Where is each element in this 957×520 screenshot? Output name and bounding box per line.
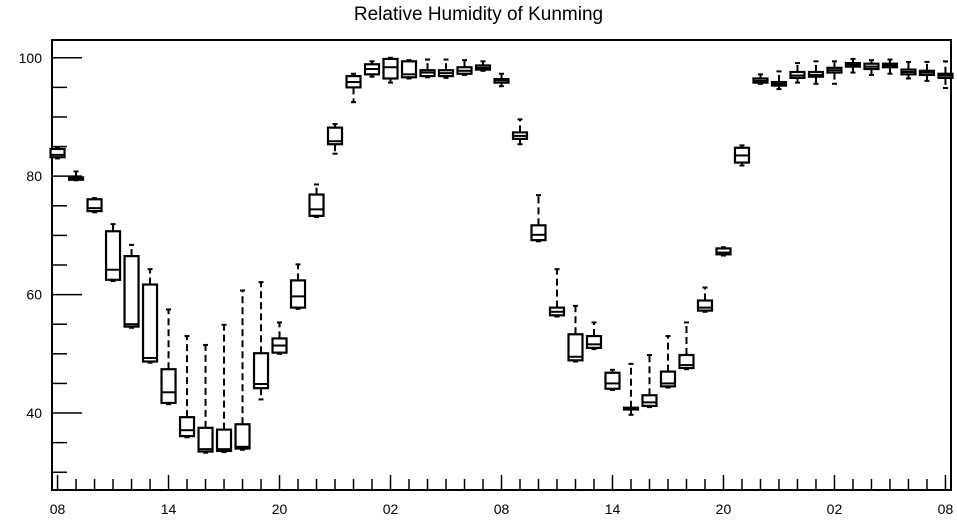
box-hour-2 <box>86 197 103 214</box>
box-hour-40 <box>789 62 806 84</box>
x-tick-label: 14 <box>605 501 621 517</box>
box-iqr <box>86 198 103 213</box>
box-iqr <box>234 423 251 450</box>
box-iqr <box>308 193 325 217</box>
box-hour-45 <box>881 58 899 75</box>
box-hour-34 <box>678 321 695 371</box>
box-hour-23 <box>474 60 492 72</box>
box-iqr <box>123 255 140 328</box>
box-iqr <box>326 126 344 146</box>
y-tick-label: 60 <box>26 287 42 303</box>
box-hour-15 <box>326 123 344 155</box>
y-tick-label: 100 <box>19 50 43 66</box>
box-hour-29 <box>585 321 603 351</box>
box-iqr <box>160 368 177 405</box>
box-iqr <box>715 247 732 256</box>
box-iqr <box>678 353 695 370</box>
box-hour-27 <box>548 268 566 318</box>
box-iqr <box>585 334 603 349</box>
x-tick-label: 08 <box>494 501 510 517</box>
box-iqr <box>104 230 122 281</box>
box-iqr <box>252 352 270 390</box>
box-hour-8 <box>197 343 214 454</box>
box-hour-6 <box>160 308 177 406</box>
box-hour-24 <box>493 72 510 88</box>
box-hour-5 <box>141 268 159 364</box>
box-hour-42 <box>826 60 843 85</box>
box-iqr <box>567 333 584 362</box>
x-tick-label: 14 <box>161 501 177 517</box>
x-tick-label: 02 <box>827 501 843 517</box>
box-iqr <box>530 224 547 242</box>
box-iqr <box>178 416 196 438</box>
box-hour-19 <box>400 59 418 80</box>
box-hour-43 <box>844 57 862 74</box>
chart-title: Relative Humidity of Kunming <box>353 4 604 25</box>
box-hour-21 <box>437 58 455 79</box>
box-hour-44 <box>863 59 880 76</box>
x-tick-label: 20 <box>272 501 288 517</box>
box-hour-17 <box>363 60 381 78</box>
box-hour-30 <box>604 368 621 391</box>
y-tick-label: 40 <box>26 405 42 421</box>
box-hour-7 <box>178 335 196 439</box>
box-hour-39 <box>770 70 788 91</box>
box-hour-47 <box>918 60 936 82</box>
x-axis: 08 14 20 02 08 14 20 02 08 <box>50 475 954 517</box>
box-hour-36 <box>715 246 732 257</box>
box-hour-41 <box>807 60 825 85</box>
box-hour-35 <box>696 286 714 313</box>
box-iqr <box>696 299 714 312</box>
box-hour-38 <box>752 73 769 85</box>
box-iqr <box>49 147 66 159</box>
box-hour-16 <box>345 72 362 104</box>
y-tick-label: 80 <box>26 168 42 184</box>
box-hour-32 <box>641 354 658 409</box>
box-iqr <box>141 283 159 363</box>
box-hour-3 <box>104 223 122 282</box>
box-hour-14 <box>308 183 325 219</box>
box-iqr <box>400 60 418 79</box>
box-hour-12 <box>271 321 288 355</box>
box-hour-25 <box>511 118 529 146</box>
box-hour-20 <box>419 58 436 79</box>
box-hour-28 <box>567 304 584 363</box>
x-tick-label: 20 <box>716 501 732 517</box>
box-hour-0 <box>49 146 66 160</box>
y-axis: 40 60 80 100 <box>19 50 82 473</box>
box-hour-10 <box>234 289 251 451</box>
box-iqr <box>289 279 307 309</box>
box-hour-26 <box>530 194 547 243</box>
box-hour-48 <box>937 60 954 89</box>
box-hour-1 <box>67 170 85 182</box>
box-hour-4 <box>123 243 140 329</box>
box-hour-46 <box>900 60 917 80</box>
box-hour-9 <box>215 323 233 454</box>
box-hour-11 <box>252 281 270 401</box>
box-iqr <box>215 428 233 453</box>
box-hour-13 <box>289 263 307 310</box>
x-tick-label: 08 <box>50 501 66 517</box>
box-hour-37 <box>733 144 751 167</box>
box-series <box>49 56 954 454</box>
box-hour-33 <box>659 335 677 389</box>
box-iqr <box>382 57 399 80</box>
box-iqr <box>604 371 621 390</box>
box-hour-22 <box>456 59 473 76</box>
x-tick-label: 02 <box>383 501 399 517</box>
box-hour-18 <box>382 56 399 84</box>
box-iqr <box>197 426 214 453</box>
box-iqr <box>641 394 658 408</box>
box-hour-31 <box>622 362 640 416</box>
x-tick-label: 08 <box>938 501 954 517</box>
